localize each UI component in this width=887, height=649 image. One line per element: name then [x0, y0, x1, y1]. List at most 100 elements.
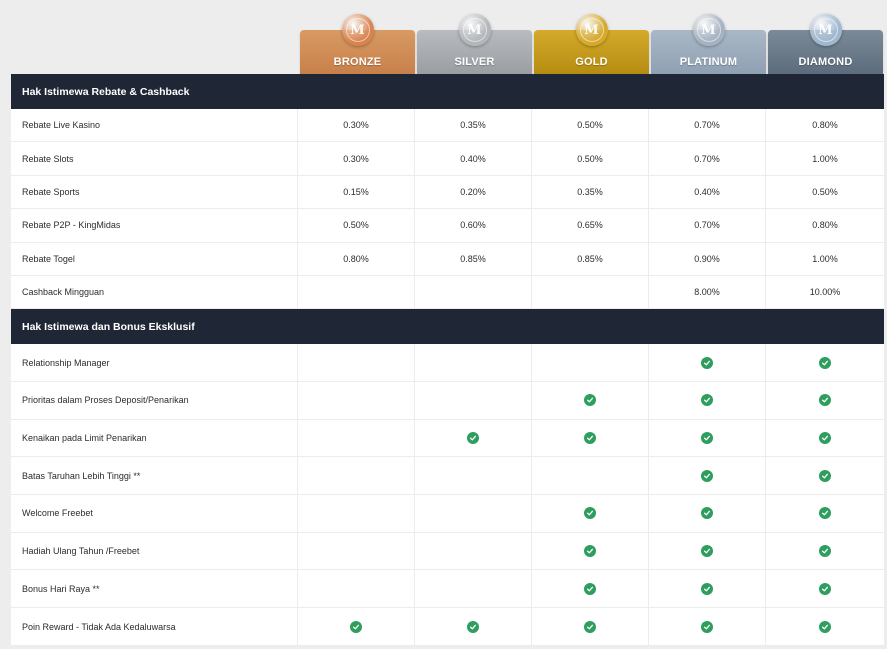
row-label: Rebate Slots — [11, 142, 298, 175]
table-row: Relationship Manager — [11, 344, 884, 383]
rebate-value: 8.00% — [649, 275, 766, 309]
check-circle-icon — [701, 507, 713, 520]
rebate-value: 0.70% — [649, 109, 766, 142]
row-label: Rebate Sports — [11, 175, 298, 209]
check-circle-icon — [467, 620, 479, 633]
benefit-cell — [766, 570, 884, 607]
benefit-cell — [649, 532, 766, 570]
check-circle-icon — [701, 620, 713, 633]
benefit-cell — [532, 457, 649, 495]
table-row: Batas Taruhan Lebih Tinggi ** — [11, 457, 884, 496]
row-label: Poin Reward - Tidak Ada Kedaluwarsa — [11, 608, 298, 645]
benefit-cell — [415, 608, 532, 645]
tier-label: BRONZE — [333, 56, 382, 68]
table-row: Hadiah Ulang Tahun /Freebet — [11, 532, 884, 571]
table-row: Prioritas dalam Proses Deposit/Penarikan — [11, 382, 884, 420]
benefit-cell — [649, 570, 766, 608]
check-circle-icon — [819, 620, 831, 633]
table-row: Welcome Freebet — [11, 495, 884, 533]
bronze-medal-icon: M — [341, 14, 374, 46]
check-circle-icon — [584, 620, 596, 633]
benefit-cell — [298, 419, 415, 457]
table-row: Bonus Hari Raya ** — [11, 570, 884, 609]
table-row: Rebate Slots 0.30% 0.40% 0.50% 0.70% 1.00% — [11, 142, 884, 176]
benefit-cell — [766, 382, 884, 419]
benefit-cell — [766, 608, 884, 645]
row-label: Welcome Freebet — [11, 495, 298, 532]
check-circle-icon — [701, 545, 713, 558]
row-label: Cashback Mingguan — [11, 275, 298, 309]
benefit-cell — [649, 419, 766, 457]
tier-platinum: M PLATINUM — [651, 14, 766, 74]
check-circle-icon — [701, 469, 713, 482]
benefit-cell — [298, 495, 415, 532]
rebate-value: 1.00% — [812, 153, 838, 164]
rebate-value: 0.80% — [298, 242, 415, 275]
row-label: Prioritas dalam Proses Deposit/Penarikan — [11, 382, 298, 419]
rebate-value: 0.90% — [649, 242, 766, 275]
tier-label: GOLD — [575, 56, 608, 68]
rebate-value: 1.00% — [812, 253, 838, 264]
silver-medal-icon: M — [458, 14, 491, 46]
check-circle-icon — [819, 356, 831, 369]
rebate-value: 0.20% — [415, 175, 532, 209]
rebate-value: 0.35% — [415, 109, 532, 142]
check-circle-icon — [819, 507, 831, 520]
benefit-cell — [766, 420, 884, 457]
rebate-value: 0.85% — [532, 242, 649, 275]
tier-gold: M GOLD — [534, 14, 649, 74]
section-title: Hak Istimewa dan Bonus Eksklusif — [11, 309, 884, 345]
benefit-cell — [298, 532, 415, 570]
benefit-cell — [298, 382, 415, 419]
benefit-cell — [415, 344, 532, 382]
benefit-cell — [532, 532, 649, 570]
check-circle-icon — [350, 620, 362, 633]
benefit-cell — [415, 495, 532, 532]
rebate-value: 0.50% — [812, 186, 838, 197]
row-label: Rebate Live Kasino — [11, 109, 298, 142]
bonus-section: Hak Istimewa dan Bonus Eksklusif Relatio… — [11, 309, 884, 646]
benefit-cell — [649, 608, 766, 645]
rebate-value — [415, 275, 532, 309]
rebate-value: 0.70% — [649, 142, 766, 175]
benefit-cell — [766, 344, 884, 381]
benefit-cell — [649, 382, 766, 419]
row-label: Batas Taruhan Lebih Tinggi ** — [11, 457, 298, 495]
rebate-value: 0.50% — [532, 109, 649, 142]
rebate-value: 0.40% — [649, 175, 766, 209]
check-circle-icon — [584, 545, 596, 558]
tier-label: SILVER — [454, 56, 495, 68]
table-row: Rebate P2P - KingMidas 0.50% 0.60% 0.65% 0.7… — [11, 209, 884, 243]
tier-label: PLATINUM — [679, 56, 738, 68]
check-circle-icon — [701, 582, 713, 595]
rebate-value: 0.15% — [298, 175, 415, 209]
rebate-value: 0.50% — [532, 142, 649, 175]
rebate-value: 0.85% — [415, 242, 532, 275]
rebate-value — [532, 275, 649, 309]
rebate-value: 0.30% — [298, 109, 415, 142]
tier-label: DIAMOND — [798, 56, 853, 68]
check-circle-icon — [701, 394, 713, 407]
benefit-cell — [298, 344, 415, 382]
table-row: Rebate Live Kasino 0.30% 0.35% 0.50% 0.70% 0.… — [11, 109, 884, 143]
rebate-value — [298, 275, 415, 309]
table-row: Kenaikan pada Limit Penarikan — [11, 419, 884, 458]
check-circle-icon — [819, 394, 831, 407]
benefit-cell — [766, 457, 884, 494]
check-circle-icon — [819, 545, 831, 558]
benefit-cell — [415, 457, 532, 495]
benefit-cell — [415, 570, 532, 608]
benefit-cell — [532, 608, 649, 645]
check-circle-icon — [701, 356, 713, 369]
check-circle-icon — [819, 582, 831, 595]
tier-silver: M SILVER — [417, 14, 532, 74]
row-label: Rebate Togel — [11, 242, 298, 275]
table-row: Rebate Togel 0.80% 0.85% 0.85% 0.90% 1.00% — [11, 242, 884, 276]
diamond-medal-icon: M — [809, 14, 842, 46]
rebate-value: 0.70% — [649, 209, 766, 242]
check-circle-icon — [819, 432, 831, 445]
check-circle-icon — [819, 469, 831, 482]
tier-header: M BRONZE M SILVER M GOLD M PLATINUM M DIAMOND — [300, 14, 886, 74]
rebate-section: Hak Istimewa Rebate & Cashback Rebate Li… — [11, 74, 884, 310]
